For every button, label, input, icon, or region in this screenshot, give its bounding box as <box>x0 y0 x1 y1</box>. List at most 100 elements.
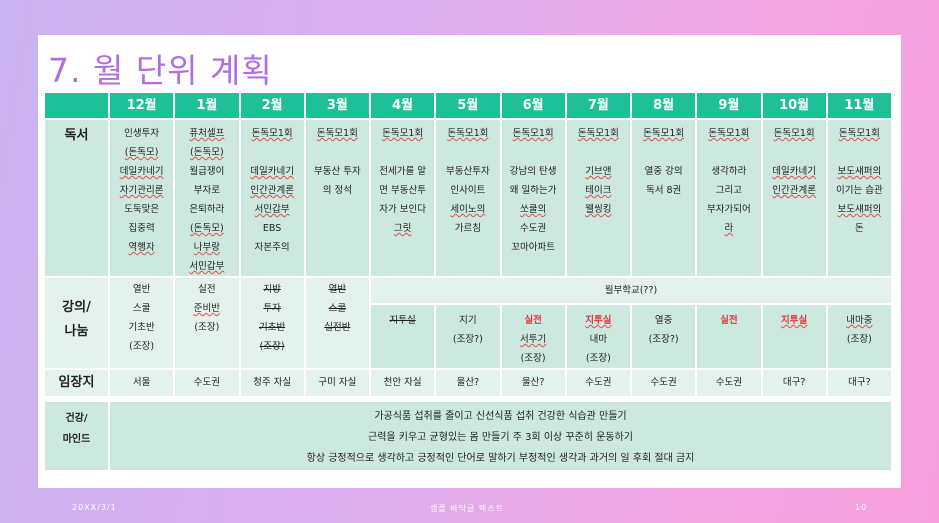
reading-item: 쏘쿨의 <box>520 204 547 215</box>
reading-cell: 돈독모1회 데일카네기 인간관계론 <box>760 118 828 278</box>
lecture-item: 지투실 <box>585 315 612 326</box>
reading-item: 돈독모1회 <box>577 128 619 139</box>
location-cell: 수도권 <box>173 368 241 398</box>
reading-item <box>763 143 826 162</box>
month-header: 5월 <box>434 91 502 120</box>
reading-cell: 돈독모1회 생각하라 그리고 부자가되어 라 <box>695 118 763 278</box>
reading-item: 의 정석 <box>322 185 352 196</box>
lecture-item: 실전 <box>720 315 738 326</box>
lecture-cell: 열반 스쿨 실전반 <box>303 276 372 370</box>
reading-item: 돈독모1회 <box>773 128 815 139</box>
lecture-item: 기초반 <box>128 322 155 333</box>
lecture-item: 스쿨 <box>328 303 347 314</box>
row-label-lecture: 강의/ 나눔 <box>43 276 110 370</box>
lecture-cell: 실전 준비반 (조장) <box>173 276 241 370</box>
reading-item <box>567 143 630 162</box>
lecture-cell: 열중 (조장?) <box>629 303 698 370</box>
reading-item: 인생투자 <box>124 128 160 139</box>
reading-item: 보도섀퍼의 <box>837 166 882 177</box>
reading-item: 부동산투자 <box>446 166 490 177</box>
location-cell: 대구? <box>825 368 894 398</box>
reading-item <box>632 143 695 162</box>
reading-item: 생각하라 <box>711 166 747 177</box>
lecture-item: 실전 <box>524 315 542 326</box>
reading-item: 가르침 <box>454 223 481 234</box>
reading-item: 돈독모1회 <box>512 128 554 139</box>
location-cell: 청주 자실 <box>238 368 306 398</box>
lecture-item: 지방 <box>263 284 281 295</box>
reading-item: 웰씽킹 <box>585 204 612 215</box>
reading-item: 인사이트 <box>450 185 486 196</box>
reading-item: 돈독모1회 <box>708 128 750 139</box>
header-corner <box>43 91 110 120</box>
month-header: 8월 <box>629 91 698 120</box>
reading-item <box>306 143 369 162</box>
reading-cell: 돈독모1회 열중 강의 독서 8권 <box>629 118 698 278</box>
reading-item: 면 부동산투 <box>379 185 426 196</box>
reading-cell: 돈독모1회 부동산 투자 의 정석 <box>303 118 372 278</box>
health-goal: 근력을 키우고 균형있는 몸 만들기 주 3회 이상 꾸준히 운동하기 <box>368 432 633 443</box>
reading-item: 자본주의 <box>254 242 290 253</box>
location-cell: 울산? <box>499 368 567 398</box>
lecture-item: (조장) <box>259 341 285 352</box>
reading-item: 돈독모1회 <box>251 128 293 139</box>
health-goal: 항상 긍정적으로 생각하고 긍정적인 단어로 말하기 부정적인 생각과 과거의 … <box>306 453 695 464</box>
reading-item: 부자가되어 <box>707 204 751 215</box>
lecture-cell: 실전 서투기 (조장) <box>499 303 567 370</box>
lecture-item: 지투실 <box>389 315 416 326</box>
reading-item: 나부랑 <box>193 242 220 253</box>
reading-item: 테이크 <box>585 185 612 196</box>
row-label-health: 건강/ 마인드 <box>43 400 110 472</box>
lecture-item: (조장) <box>129 341 155 352</box>
lecture-item: (조장) <box>585 353 611 364</box>
lecture-span-cell: 월부학교(??) <box>369 276 893 305</box>
lecture-item: 실전 <box>198 284 216 295</box>
location-cell: 대구? <box>760 368 828 398</box>
reading-item: 퓨처셀프 <box>189 128 225 139</box>
lecture-cell: 지투실 <box>760 303 828 370</box>
lecture-item: 열중 <box>654 315 673 326</box>
reading-item <box>436 143 499 162</box>
lecture-item: 준비반 <box>193 303 220 314</box>
reading-item: 보도섀퍼의 <box>837 204 882 215</box>
reading-item: 은퇴하라 <box>189 204 225 215</box>
reading-item: 자가 보인다 <box>379 204 426 215</box>
lecture-item: (조장?) <box>452 334 483 345</box>
reading-cell: 돈독모1회 보도섀퍼의 이기는 습관 보도섀퍼의 돈 <box>825 118 894 278</box>
reading-item: 독서 8권 <box>645 185 682 196</box>
month-header: 12월 <box>107 91 176 120</box>
location-cell: 천안 자실 <box>368 368 437 398</box>
month-header: 1월 <box>173 91 241 120</box>
reading-item: 데일카네기 <box>772 166 816 177</box>
location-cell: 수도권 <box>629 368 698 398</box>
reading-item: 세이노의 <box>450 204 486 215</box>
month-header: 7월 <box>564 91 633 120</box>
footer-text: 샘플 바닥글 텍스트 <box>430 504 504 513</box>
reading-item: 돈독모1회 <box>447 128 489 139</box>
reading-item: 도둑맞은 <box>124 204 160 215</box>
lecture-cell: 지방 투자 기초반 (조장) <box>238 276 306 370</box>
month-header: 2월 <box>238 91 306 120</box>
lecture-item: 실전반 <box>324 322 351 333</box>
lecture-item: 내마중 <box>846 315 873 326</box>
month-header: 10월 <box>760 91 828 120</box>
reading-cell: 퓨처셀프 (돈독모) 월급쟁이 부자로 은퇴하라 (돈독모) 나부랑 서민갑부 <box>173 118 241 278</box>
reading-item: 전세가를 알 <box>379 166 426 177</box>
reading-item: 부동산 투자 <box>314 166 361 177</box>
location-cell: 수도권 <box>695 368 763 398</box>
location-cell: 수도권 <box>564 368 633 398</box>
lecture-item: 내마 <box>589 334 608 345</box>
lecture-item: 지기 <box>459 315 477 326</box>
month-header: 4월 <box>368 91 437 120</box>
reading-item: 그릿 <box>393 223 412 234</box>
reading-item: 데일카네기 <box>250 166 294 177</box>
reading-item: 열중 강의 <box>644 166 683 177</box>
reading-item: 월급쟁이 <box>189 166 225 177</box>
page-title: 7. 월 단위 계획 <box>48 51 273 90</box>
reading-item: 돈독모1회 <box>838 128 880 139</box>
reading-item: 강남의 탄생 <box>509 166 557 177</box>
reading-item <box>241 143 304 162</box>
footer-page-number: 10 <box>855 503 868 512</box>
lecture-item: (조장) <box>846 334 872 345</box>
